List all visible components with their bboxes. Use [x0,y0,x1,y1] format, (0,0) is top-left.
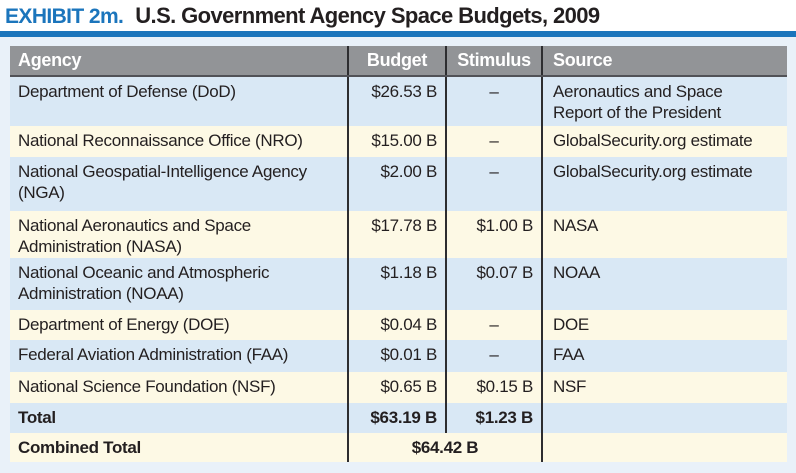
stimulus-cell: $0.07 B [445,258,542,310]
source-cell: NASA [541,211,787,258]
stimulus-cell: – [445,157,542,211]
header-agency: Agency [10,46,348,77]
budget-cell: $1.18 B [347,258,446,310]
source-cell: GlobalSecurity.org estimate [541,126,787,157]
table-row-nga: National Geospatial-Intelligence Agency … [10,157,787,211]
agency-cell: National Reconnaissance Office (NRO) [18,131,303,150]
table-header-row: Agency Budget Stimulus Source [10,46,787,77]
header-source: Source [541,46,787,77]
header-budget: Budget [347,46,446,77]
budget-cell: $15.00 B [347,126,446,157]
budget-cell: $0.65 B [347,372,446,403]
exhibit-label: EXHIBIT 2m. [5,5,124,28]
table-row-nro: National Reconnaissance Office (NRO) $15… [10,126,787,157]
table-panel: Agency Budget Stimulus Source Department… [0,37,796,473]
agency-cell: National Geospatial-Intelligence Agency … [18,162,307,202]
budget-table: Agency Budget Stimulus Source Department… [10,46,787,462]
source-cell: NSF [541,372,787,403]
stimulus-cell: – [445,340,542,372]
agency-cell: Federal Aviation Administration (FAA) [18,345,289,364]
stimulus-cell: – [445,310,542,340]
agency-cell: National Science Foundation (NSF) [18,377,276,396]
budget-cell: $17.78 B [347,211,446,258]
source-cell: DOE [541,310,787,340]
budget-cell: $0.04 B [347,310,446,340]
table-row-total: Total $63.19 B $1.23 B [10,403,787,433]
total-label: Total [18,408,56,427]
budget-cell: $26.53 B [347,76,446,126]
table-row-noaa: National Oceanic and Atmospheric Adminis… [10,258,787,310]
table-row-combined-total: Combined Total $64.42 B [10,433,787,462]
total-budget: $63.19 B [347,403,446,433]
budget-cell: $0.01 B [347,340,446,372]
stimulus-cell: – [445,76,542,126]
table-row-faa: Federal Aviation Administration (FAA) $0… [10,340,787,372]
combined-total-value: $64.42 B [347,433,542,462]
accent-bar [0,31,796,37]
agency-cell: National Aeronautics and Space Administr… [18,216,251,256]
stimulus-cell: – [445,126,542,157]
total-source-empty [541,403,787,433]
table-row-nasa: National Aeronautics and Space Administr… [10,211,787,258]
source-cell: GlobalSecurity.org estimate [541,157,787,211]
source-cell: NOAA [541,258,787,310]
agency-cell: Department of Energy (DOE) [18,315,230,334]
agency-cell: Department of Defense (DoD) [18,82,236,101]
header-stimulus: Stimulus [445,46,542,77]
table-row-dod: Department of Defense (DoD) $26.53 B – A… [10,76,787,126]
agency-cell: National Oceanic and Atmospheric Adminis… [18,263,270,303]
source-cell: FAA [541,340,787,372]
combined-source-empty [541,433,787,462]
combined-total-label: Combined Total [18,438,141,457]
total-stimulus: $1.23 B [445,403,542,433]
table-row-doe: Department of Energy (DOE) $0.04 B – DOE [10,310,787,340]
exhibit-title-row: EXHIBIT 2m. U.S. Government Agency Space… [0,0,796,31]
table-row-nsf: National Science Foundation (NSF) $0.65 … [10,372,787,403]
stimulus-cell: $1.00 B [445,211,542,258]
page-title: U.S. Government Agency Space Budgets, 20… [135,3,600,28]
source-cell: Aeronautics and Space Report of the Pres… [541,76,787,126]
stimulus-cell: $0.15 B [445,372,542,403]
budget-cell: $2.00 B [347,157,446,211]
